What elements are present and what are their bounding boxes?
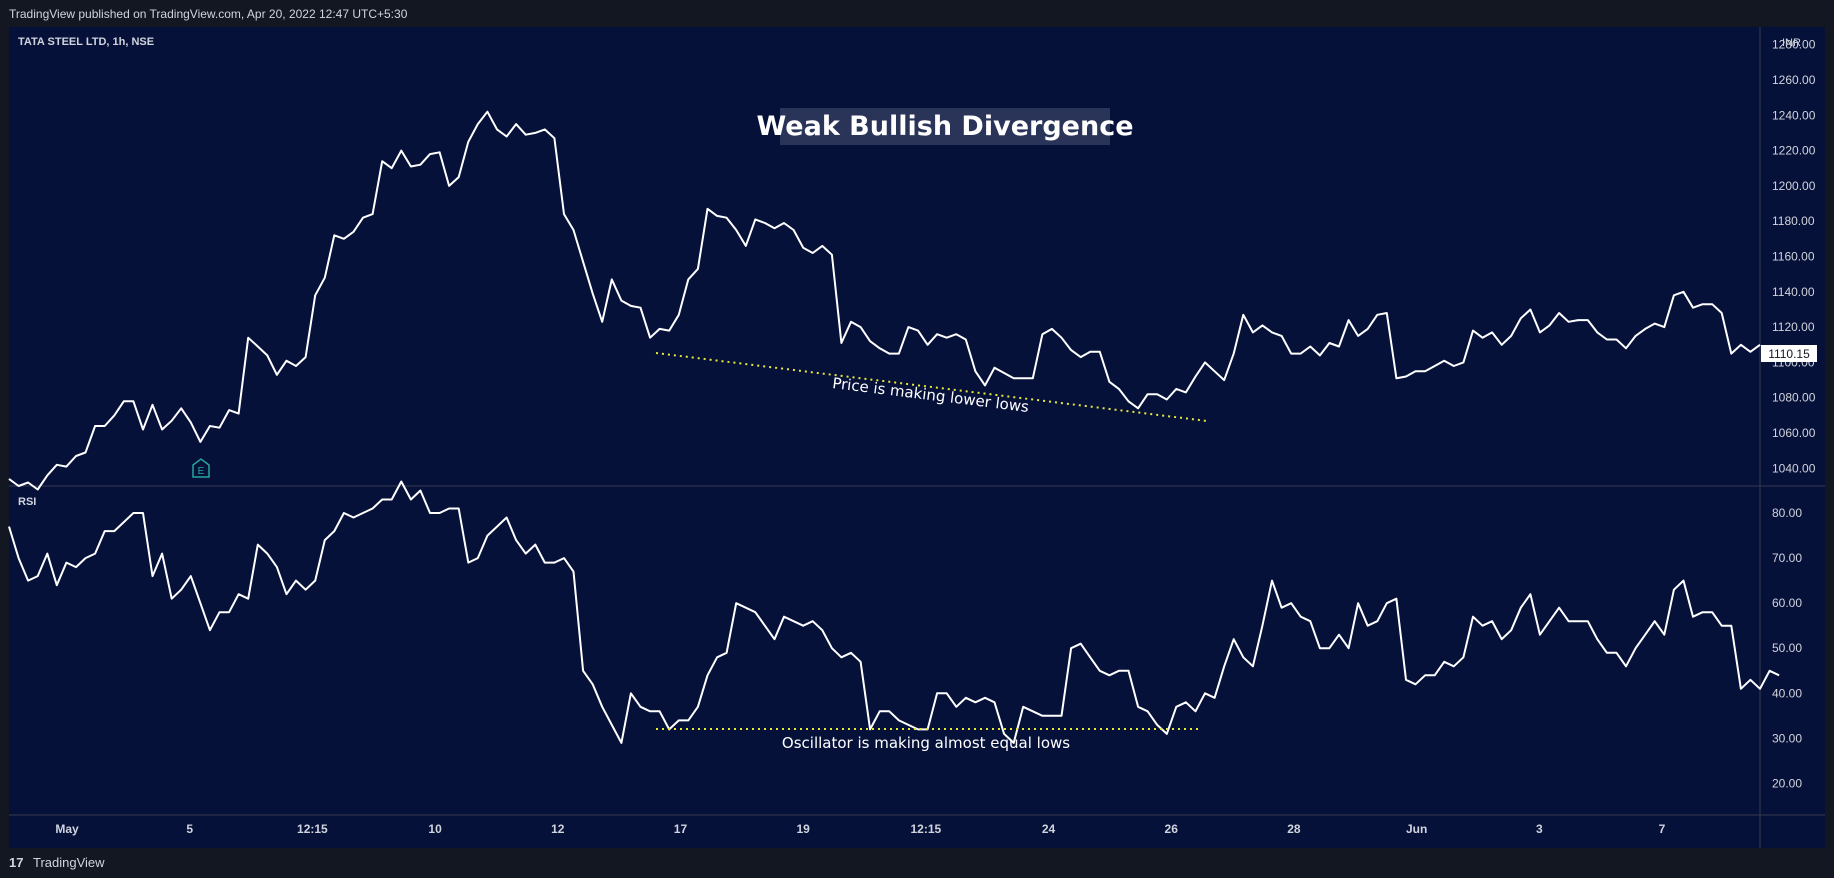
rsi-annotation: Oscillator is making almost equal lows bbox=[782, 734, 1070, 752]
price-tick-label: 1200.00 bbox=[1772, 179, 1816, 193]
price-legend: TATA STEEL LTD, 1h, NSE bbox=[18, 36, 154, 48]
time-tick-label: 5 bbox=[186, 822, 193, 836]
earnings-marker-icon bbox=[192, 458, 210, 478]
rsi-tick-label: 30.00 bbox=[1772, 731, 1802, 745]
tradingview-logo-icon: 17 bbox=[9, 855, 24, 870]
time-tick-label: May bbox=[55, 822, 79, 836]
rsi-series-line bbox=[8, 480, 1780, 744]
rsi-tick-label: 20.00 bbox=[1772, 776, 1802, 790]
price-tick-label: 1260.00 bbox=[1772, 73, 1816, 87]
chart-title: Weak Bullish Divergence bbox=[756, 111, 1133, 142]
rsi-tick-label: 50.00 bbox=[1772, 641, 1802, 655]
price-tick-label: 1220.00 bbox=[1772, 144, 1816, 158]
time-tick-label: 10 bbox=[428, 822, 442, 836]
rsi-tick-label: 60.00 bbox=[1772, 596, 1802, 610]
price-tick-label: 1160.00 bbox=[1772, 250, 1815, 264]
price-lower-lows-guide bbox=[655, 352, 1208, 422]
time-tick-label: 12 bbox=[551, 822, 565, 836]
last-price-label: 1110.15 bbox=[1768, 347, 1810, 361]
time-tick-label: 28 bbox=[1287, 822, 1301, 836]
rsi-tick-label: 80.00 bbox=[1772, 506, 1802, 520]
time-tick-label: 3 bbox=[1536, 822, 1543, 836]
price-tick-label: 1080.00 bbox=[1772, 391, 1816, 405]
chart-title-box bbox=[780, 108, 1110, 145]
price-tick-label: 1040.00 bbox=[1772, 461, 1816, 475]
chart-background bbox=[9, 27, 1825, 848]
price-tick-label: 1180.00 bbox=[1772, 214, 1815, 228]
time-tick-label: 12:15 bbox=[910, 822, 941, 836]
price-series-line bbox=[8, 110, 1761, 491]
time-tick-label: 24 bbox=[1042, 822, 1056, 836]
time-tick-label: Jun bbox=[1406, 822, 1427, 836]
footer: 17 TradingView bbox=[0, 848, 1834, 878]
last-price-box bbox=[1761, 345, 1817, 362]
price-tick-label: 1120.00 bbox=[1772, 320, 1815, 334]
footer-brand[interactable]: TradingView bbox=[33, 855, 105, 870]
time-tick-label: 19 bbox=[796, 822, 810, 836]
time-tick-label: 7 bbox=[1659, 822, 1666, 836]
price-tick-label: 1240.00 bbox=[1772, 108, 1816, 122]
price-tick-label: 1280.00 bbox=[1772, 38, 1816, 52]
time-tick-label: 26 bbox=[1165, 822, 1179, 836]
currency-label: INR bbox=[1782, 37, 1801, 49]
earnings-marker-label: E bbox=[198, 466, 205, 477]
time-tick-label: 17 bbox=[674, 822, 688, 836]
rsi-legend: RSI bbox=[18, 496, 36, 508]
rsi-tick-label: 70.00 bbox=[1772, 551, 1802, 565]
time-tick-label: 12:15 bbox=[297, 822, 328, 836]
price-tick-label: 1060.00 bbox=[1772, 426, 1816, 440]
rsi-tick-label: 40.00 bbox=[1772, 686, 1802, 700]
published-header: TradingView published on TradingView.com… bbox=[9, 7, 408, 21]
price-tick-label: 1140.00 bbox=[1772, 285, 1815, 299]
